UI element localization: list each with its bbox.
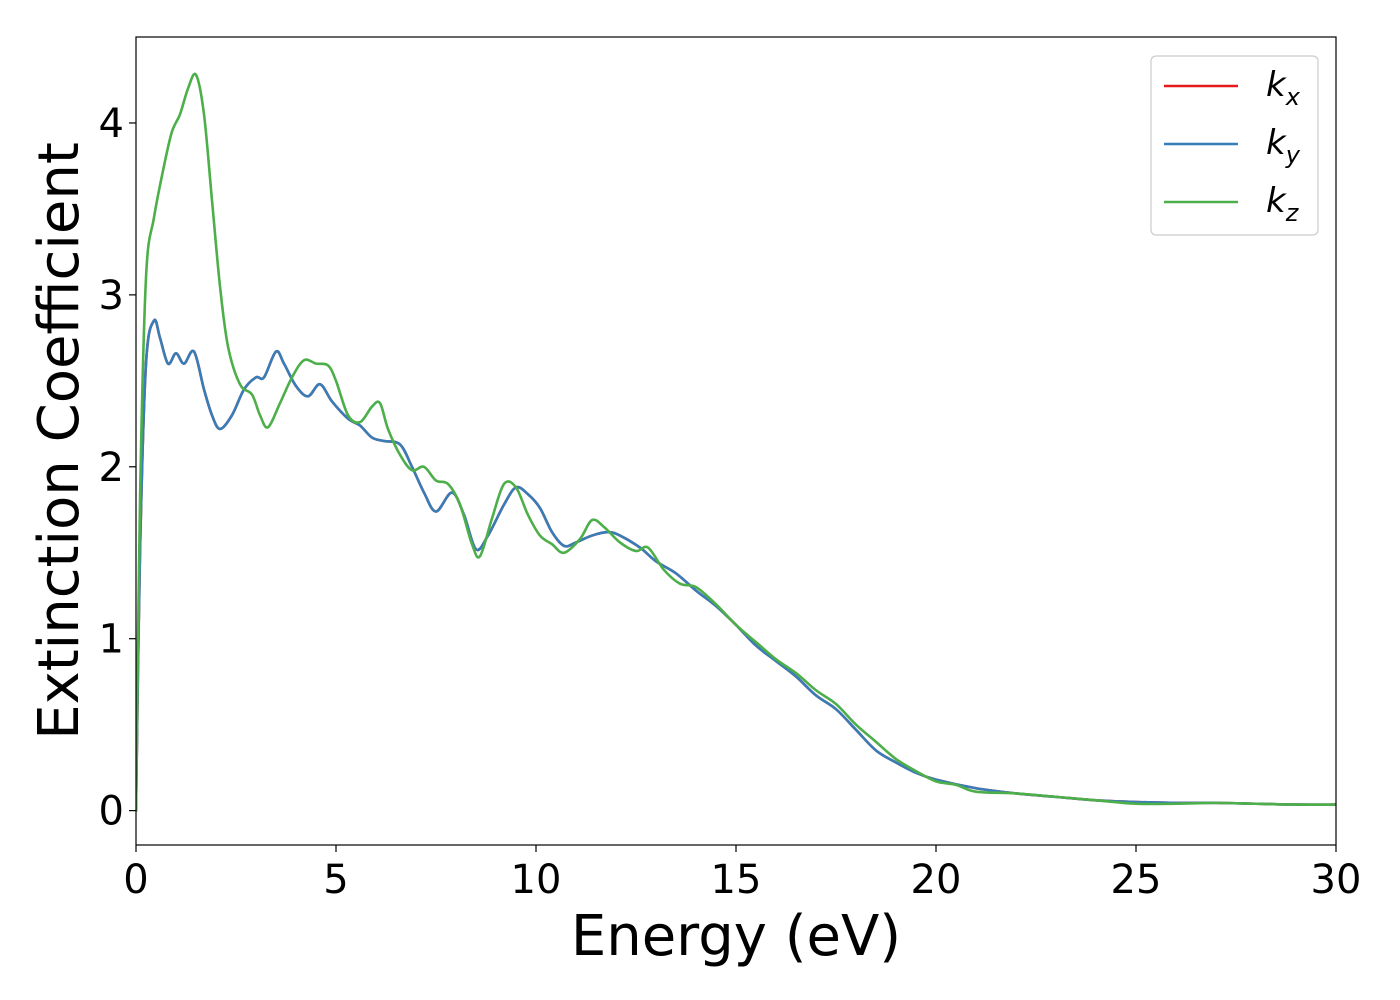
legend-label: kx — [1266, 65, 1301, 111]
series-line-kz — [136, 72, 1336, 812]
x-tick-label: 30 — [1311, 857, 1362, 903]
x-tick-label: 20 — [911, 857, 962, 903]
x-axis-label: Energy (eV) — [571, 904, 901, 969]
axis-ticks: 0 5 10 15 20 25 30 0 1 2 3 4 — [99, 101, 1362, 903]
plot-area — [136, 72, 1336, 812]
y-tick-label: 2 — [99, 445, 124, 491]
y-tick-label: 3 — [99, 273, 124, 319]
y-axis-label: Extinction Coefficient — [27, 142, 92, 740]
y-tick-label: 4 — [99, 101, 124, 147]
y-tick-label: 0 — [99, 789, 124, 835]
series-line-ky — [136, 318, 1336, 812]
x-tick-label: 5 — [323, 857, 348, 903]
axes-frame — [135, 36, 1337, 846]
x-tick-label: 15 — [711, 857, 762, 903]
y-tick-label: 1 — [99, 617, 124, 663]
x-tick-label: 10 — [511, 857, 562, 903]
x-tick-label: 25 — [1111, 857, 1162, 903]
legend-label: ky — [1266, 123, 1301, 169]
legend-box — [1150, 55, 1319, 236]
x-tick-label: 0 — [123, 857, 148, 903]
